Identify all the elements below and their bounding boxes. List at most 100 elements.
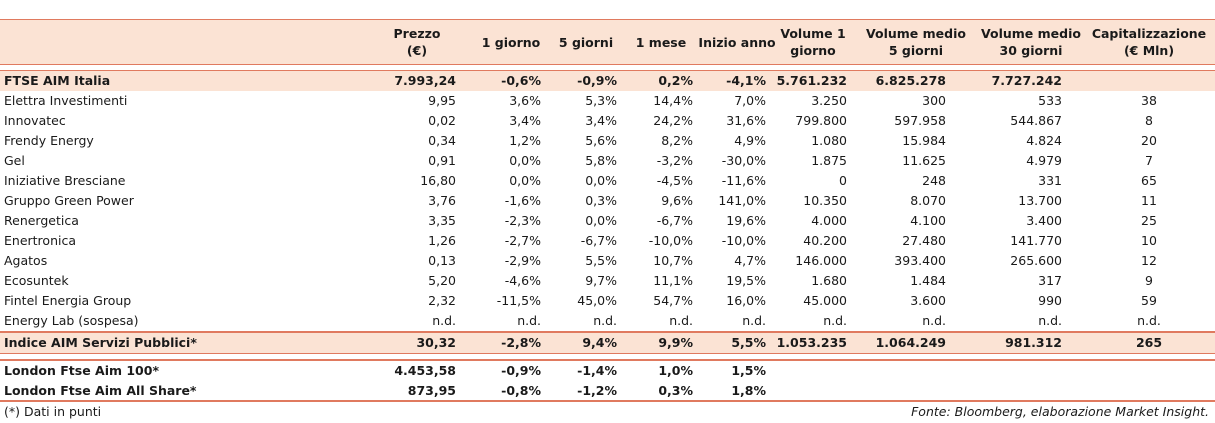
cell-change-ytd: 4,7% bbox=[734, 253, 766, 268]
cell-volume-avg-30-days: 265.600 bbox=[1010, 253, 1062, 268]
cell-change-1-month: 24,2% bbox=[653, 113, 693, 128]
cell-price: 9,95 bbox=[428, 93, 456, 108]
cell-name: Energy Lab (sospesa) bbox=[4, 313, 139, 328]
cell-volume-avg-5-days: 8.070 bbox=[910, 193, 946, 208]
table-row: Gruppo Green Power 3,76 -1,6% 0,3% 9,6% 141,0… bbox=[0, 191, 1215, 211]
cell-change-ytd: 5,5% bbox=[731, 335, 766, 350]
header-market-cap: Capitalizzazione (€ Mln) bbox=[1091, 26, 1207, 58]
cell-volume-1-day: 1.053.235 bbox=[776, 335, 847, 350]
header-stock bbox=[4, 20, 364, 64]
services-bottom-rule bbox=[0, 353, 1215, 354]
cell-change-1-day: 3,6% bbox=[509, 93, 541, 108]
cell-change-1-month: 9,9% bbox=[658, 335, 693, 350]
cell-price: 30,32 bbox=[416, 335, 456, 350]
cell-name: Gruppo Green Power bbox=[4, 193, 134, 208]
cell-volume-avg-5-days: 15.984 bbox=[902, 133, 946, 148]
cell-change-1-day: 0,0% bbox=[509, 173, 541, 188]
cell-name: London Ftse Aim 100* bbox=[4, 363, 159, 378]
cell-change-ytd: -10,0% bbox=[721, 233, 766, 248]
cell-change-5-days: 9,7% bbox=[585, 273, 617, 288]
table-row: Energy Lab (sospesa) n.d. n.d. n.d. n.d. n.d.… bbox=[0, 311, 1215, 331]
cell-market-cap: 265 bbox=[1135, 335, 1163, 350]
header-ytd: Inizio anno bbox=[698, 34, 776, 50]
cell-price: 1,26 bbox=[428, 233, 456, 248]
cell-price: 3,35 bbox=[428, 213, 456, 228]
cell-change-ytd: 1,5% bbox=[731, 363, 766, 378]
index-row-london: London Ftse Aim All Share* 873,95 -0,8% -1,… bbox=[0, 381, 1215, 401]
header-volume-1-day: Volume 1 giorno bbox=[780, 26, 846, 58]
cell-name: Renergetica bbox=[4, 213, 79, 228]
cell-change-1-month: -4,5% bbox=[656, 173, 693, 188]
cell-change-1-month: 1,0% bbox=[658, 363, 693, 378]
table-row: Innovatec 0,02 3,4% 3,4% 24,2% 31,6% 799.800 59… bbox=[0, 111, 1215, 131]
cell-change-ytd: -11,6% bbox=[721, 173, 766, 188]
cell-volume-avg-30-days: 13.700 bbox=[1018, 193, 1062, 208]
cell-change-5-days: 45,0% bbox=[577, 293, 617, 308]
cell-volume-1-day: 0 bbox=[839, 173, 847, 188]
cell-change-5-days: -6,7% bbox=[580, 233, 617, 248]
cell-change-ytd: 141,0% bbox=[718, 193, 766, 208]
cell-change-ytd: 4,9% bbox=[734, 133, 766, 148]
cell-volume-avg-5-days: 3.600 bbox=[910, 293, 946, 308]
cell-price: 5,20 bbox=[428, 273, 456, 288]
cell-name: Enertronica bbox=[4, 233, 76, 248]
cell-change-1-day: n.d. bbox=[517, 313, 541, 328]
cell-change-5-days: 5,8% bbox=[585, 153, 617, 168]
header-1-month: 1 mese bbox=[635, 34, 687, 50]
cell-name: Ecosuntek bbox=[4, 273, 69, 288]
cell-price: 2,32 bbox=[428, 293, 456, 308]
cell-change-5-days: 0,0% bbox=[585, 173, 617, 188]
cell-name: Iniziative Bresciane bbox=[4, 173, 126, 188]
cell-change-ytd: 7,0% bbox=[734, 93, 766, 108]
cell-change-5-days: -1,4% bbox=[577, 363, 617, 378]
cell-change-1-day: 3,4% bbox=[509, 113, 541, 128]
table-header: Prezzo (€) 1 giorno 5 giorni 1 mese Iniz… bbox=[0, 20, 1215, 64]
cell-change-ytd: -4,1% bbox=[726, 73, 766, 88]
cell-change-1-day: -0,6% bbox=[501, 73, 541, 88]
cell-change-5-days: -1,2% bbox=[577, 383, 617, 398]
header-volume-avg-30-days: Volume medio 30 giorni bbox=[981, 26, 1081, 58]
cell-change-1-day: -2,9% bbox=[504, 253, 541, 268]
cell-volume-avg-30-days: 990 bbox=[1038, 293, 1062, 308]
cell-volume-avg-30-days: n.d. bbox=[1038, 313, 1062, 328]
cell-volume-1-day: n.d. bbox=[823, 313, 847, 328]
cell-price: 0,02 bbox=[428, 113, 456, 128]
cell-change-ytd: 19,5% bbox=[726, 273, 766, 288]
cell-change-5-days: 9,4% bbox=[582, 335, 617, 350]
table-row: Gel 0,91 0,0% 5,8% -3,2% -30,0% 1.875 11.625 4.9… bbox=[0, 151, 1215, 171]
cell-volume-avg-5-days: 1.484 bbox=[910, 273, 946, 288]
cell-volume-1-day: 1.680 bbox=[811, 273, 847, 288]
cell-change-1-month: -3,2% bbox=[656, 153, 693, 168]
cell-volume-1-day: 10.350 bbox=[803, 193, 847, 208]
cell-name: Innovatec bbox=[4, 113, 66, 128]
services-top-rule bbox=[0, 331, 1215, 333]
cell-market-cap bbox=[1109, 71, 1189, 91]
cell-change-5-days: 5,6% bbox=[585, 133, 617, 148]
cell-change-1-month: 8,2% bbox=[661, 133, 693, 148]
table-row: Ecosuntek 5,20 -4,6% 9,7% 11,1% 19,5% 1.680 1.4… bbox=[0, 271, 1215, 291]
cell-market-cap: 11 bbox=[1141, 193, 1157, 208]
cell-change-ytd: n.d. bbox=[742, 313, 766, 328]
cell-price: n.d. bbox=[432, 313, 456, 328]
cell-change-ytd: 1,8% bbox=[731, 383, 766, 398]
table-row: Iniziative Bresciane 16,80 0,0% 0,0% -4,5% -1… bbox=[0, 171, 1215, 191]
cell-name: FTSE AIM Italia bbox=[4, 73, 111, 88]
cell-change-1-day: -0,8% bbox=[501, 383, 541, 398]
table-row: Enertronica 1,26 -2,7% -6,7% -10,0% -10,0% 40.… bbox=[0, 231, 1215, 251]
cell-volume-1-day: 3.250 bbox=[811, 93, 847, 108]
cell-volume-1-day: 40.200 bbox=[803, 233, 847, 248]
cell-price: 0,34 bbox=[428, 133, 456, 148]
table-row: Agatos 0,13 -2,9% 5,5% 10,7% 4,7% 146.000 393.4… bbox=[0, 251, 1215, 271]
cell-change-1-month: 14,4% bbox=[653, 93, 693, 108]
cell-price: 7.993,24 bbox=[394, 73, 456, 88]
cell-change-5-days: -0,9% bbox=[577, 73, 617, 88]
cell-volume-avg-30-days: 4.824 bbox=[1026, 133, 1062, 148]
cell-price: 4.453,58 bbox=[394, 363, 456, 378]
cell-change-1-month: n.d. bbox=[669, 313, 693, 328]
cell-change-1-day: -1,6% bbox=[504, 193, 541, 208]
cell-change-1-month: -10,0% bbox=[648, 233, 693, 248]
cell-volume-avg-5-days: 11.625 bbox=[902, 153, 946, 168]
cell-change-1-month: 54,7% bbox=[653, 293, 693, 308]
index-row-aim-servizi-pubblici: Indice AIM Servizi Pubblici* 30,32 -2,8% 9,… bbox=[0, 333, 1215, 353]
cell-name: Elettra Investimenti bbox=[4, 93, 128, 108]
